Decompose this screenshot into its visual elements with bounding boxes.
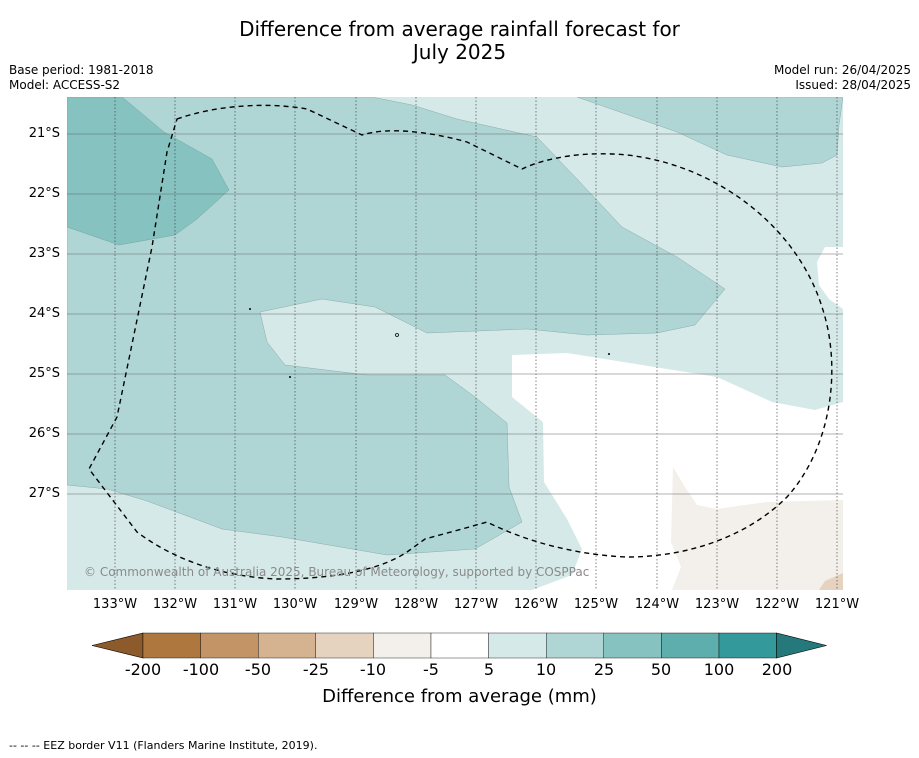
colorbar-tick: 5	[483, 660, 495, 679]
colorbar-swatches	[91, 632, 827, 659]
lat-label-25s: 25°S	[28, 366, 60, 381]
region-10-to-25	[67, 97, 726, 556]
colorbar-tick: 200	[761, 660, 793, 679]
colorbar-swatch	[200, 632, 259, 659]
title-line-2: July 2025	[412, 40, 507, 64]
lon-label-133w: 133°W	[92, 597, 138, 612]
lon-label-122w: 122°W	[754, 597, 800, 612]
colorbar-swatch	[603, 632, 662, 659]
issued-date: Issued: 28/04/2025	[795, 78, 911, 92]
region-neutral-east	[817, 247, 843, 309]
eez-footnote: -- -- -- EEZ border V11 (Flanders Marine…	[9, 739, 318, 752]
colorbar-tick: 50	[650, 660, 672, 679]
colorbar-swatch	[142, 632, 201, 659]
colorbar-tick: -200	[124, 660, 162, 679]
run-info: Model run: 26/04/2025 Issued: 28/04/2025	[774, 63, 911, 93]
lat-label-22s: 22°S	[28, 186, 60, 201]
rainfall-map[interactable]	[67, 97, 843, 590]
model-info: Base period: 1981-2018 Model: ACCESS-S2	[9, 63, 154, 93]
colorbar-swatch	[430, 632, 489, 659]
island-3	[289, 376, 291, 378]
lon-label-127w: 127°W	[453, 597, 499, 612]
region-minus-5-to-minus-10	[671, 467, 843, 590]
colorbar-tick: -25	[302, 660, 330, 679]
lon-label-126w: 126°W	[513, 597, 559, 612]
colorbar-label: Difference from average (mm)	[322, 686, 597, 707]
map-title: Difference from average rainfall forecas…	[0, 18, 919, 64]
lat-label-21s: 21°S	[28, 126, 60, 141]
lon-label-121w: 121°W	[814, 597, 860, 612]
region-10-to-25-north	[576, 97, 843, 168]
colorbar-swatch	[718, 632, 777, 659]
lon-label-132w: 132°W	[152, 597, 198, 612]
lon-label-130w: 130°W	[272, 597, 318, 612]
colorbar-arrow-low	[91, 632, 144, 659]
model-name: Model: ACCESS-S2	[9, 78, 121, 92]
colorbar-tick: -100	[182, 660, 220, 679]
model-run: Model run: 26/04/2025	[773, 63, 911, 77]
colorbar-tick: 25	[593, 660, 615, 679]
colorbar-swatch	[661, 632, 720, 659]
graticule	[114, 97, 838, 590]
latitude-lines	[67, 133, 843, 495]
colorbar-swatch	[373, 632, 432, 659]
colorbar-tick: -10	[359, 660, 387, 679]
title-line-1: Difference from average rainfall forecas…	[239, 17, 680, 41]
island-2	[395, 333, 399, 337]
colorbar-tick: 100	[703, 660, 735, 679]
lat-label-26s: 26°S	[28, 426, 60, 441]
colorbar-swatch	[315, 632, 374, 659]
colorbar-tick: -50	[244, 660, 272, 679]
copyright-notice: © Commonwealth of Australia 2025, Bureau…	[84, 565, 590, 579]
eez-border	[88, 104, 833, 580]
island-1	[249, 308, 251, 310]
lat-label-27s: 27°S	[28, 486, 60, 501]
colorbar-tick: 10	[535, 660, 557, 679]
colorbar-tick: -5	[423, 660, 439, 679]
lon-label-123w: 123°W	[694, 597, 740, 612]
lon-label-125w: 125°W	[573, 597, 619, 612]
lat-label-24s: 24°S	[28, 306, 60, 321]
lon-label-129w: 129°W	[333, 597, 379, 612]
map-canvas	[67, 97, 843, 590]
base-period: Base period: 1981-2018	[9, 63, 154, 77]
lon-label-131w: 131°W	[212, 597, 258, 612]
colorbar-swatch	[546, 632, 605, 659]
lon-label-128w: 128°W	[393, 597, 439, 612]
colorbar-swatch	[257, 632, 316, 659]
colorbar	[90, 630, 830, 664]
colorbar-arrow-high	[776, 632, 827, 659]
lon-label-124w: 124°W	[634, 597, 680, 612]
colorbar-swatch	[488, 632, 547, 659]
lat-label-23s: 23°S	[28, 246, 60, 261]
island-4	[608, 353, 610, 355]
